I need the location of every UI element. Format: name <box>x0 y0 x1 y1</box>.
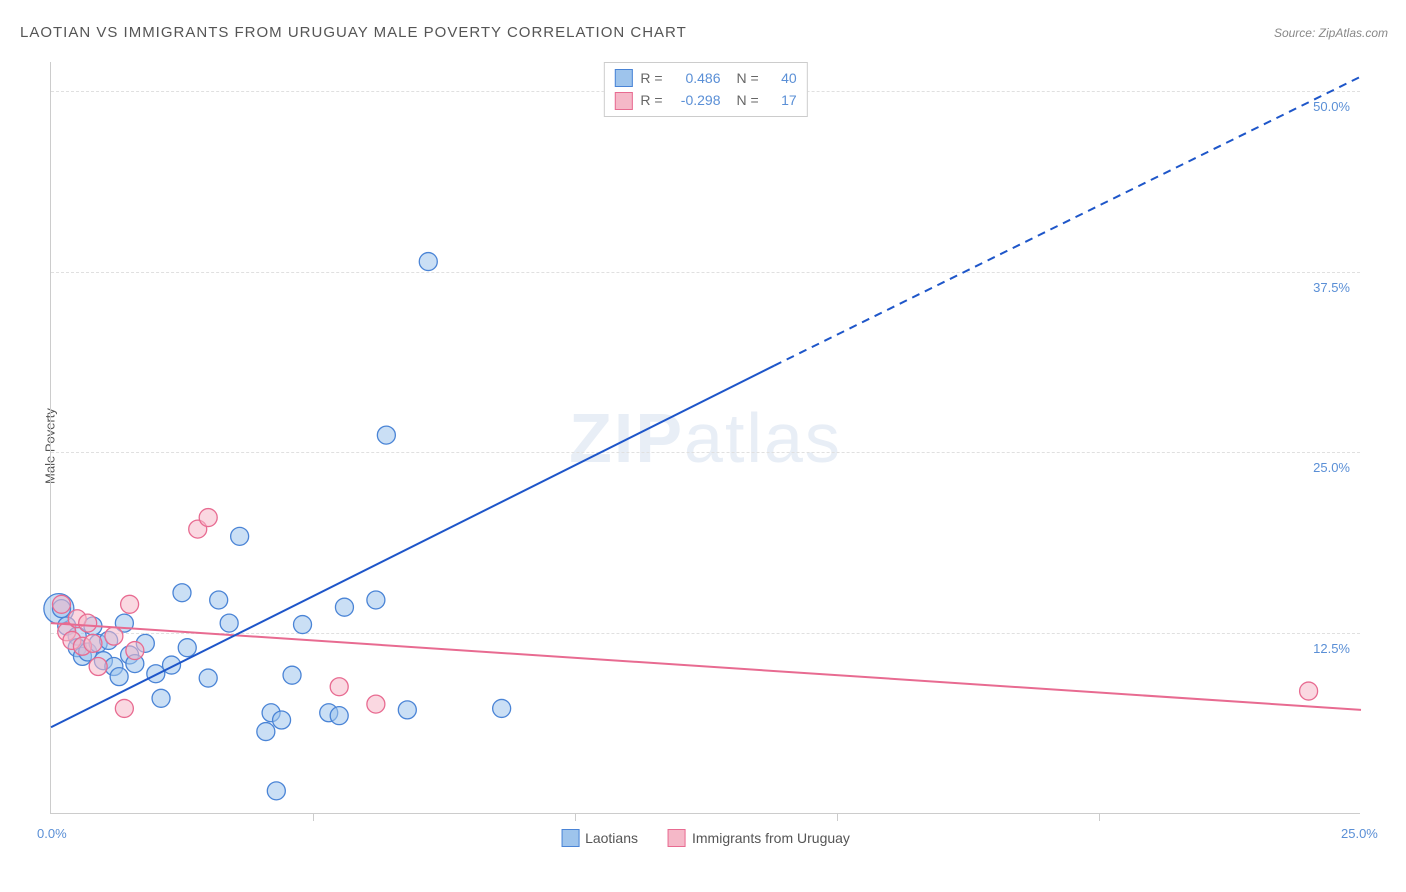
data-point <box>105 627 123 645</box>
data-point <box>210 591 228 609</box>
legend-swatch <box>668 829 686 847</box>
data-point <box>163 656 181 674</box>
y-tick-label: 50.0% <box>1313 99 1350 114</box>
data-point <box>199 669 217 687</box>
plot-area: ZIPatlas R =0.486N =40R =-0.298N =17 Lao… <box>50 62 1360 814</box>
y-tick-label: 37.5% <box>1313 280 1350 295</box>
data-point <box>52 595 70 613</box>
data-point <box>330 678 348 696</box>
data-point <box>335 598 353 616</box>
data-point <box>1300 682 1318 700</box>
source-attribution: Source: ZipAtlas.com <box>1274 26 1388 40</box>
trend-line <box>51 623 1361 710</box>
stat-n-label: N = <box>737 67 759 89</box>
legend-swatch <box>614 69 632 87</box>
data-point <box>419 253 437 271</box>
trend-line <box>51 366 774 728</box>
data-point <box>273 711 291 729</box>
x-minor-tick <box>837 813 838 821</box>
stat-n-value: 40 <box>767 67 797 89</box>
data-point <box>493 699 511 717</box>
stat-r-label: R = <box>640 89 662 111</box>
data-point <box>126 642 144 660</box>
y-tick-label: 25.0% <box>1313 460 1350 475</box>
legend-label: Laotians <box>585 830 638 846</box>
legend-swatch <box>614 92 632 110</box>
legend-item: Immigrants from Uruguay <box>668 829 850 847</box>
data-point <box>257 723 275 741</box>
stat-n-value: 17 <box>767 89 797 111</box>
data-point <box>283 666 301 684</box>
data-point <box>398 701 416 719</box>
x-minor-tick <box>313 813 314 821</box>
data-point <box>115 699 133 717</box>
data-point <box>152 689 170 707</box>
scatter-plot <box>51 62 1360 813</box>
stats-legend-row: R = -0.298 N = 17 <box>614 89 796 111</box>
stats-legend-row: R = 0.486 N = 40 <box>614 67 796 89</box>
data-point <box>199 509 217 527</box>
data-point <box>110 668 128 686</box>
data-point <box>294 616 312 634</box>
data-point <box>330 707 348 725</box>
x-minor-tick <box>575 813 576 821</box>
data-point <box>79 614 97 632</box>
data-point <box>84 634 102 652</box>
stat-r-value: 0.486 <box>671 67 721 89</box>
stat-r-value: -0.298 <box>671 89 721 111</box>
x-minor-tick <box>1099 813 1100 821</box>
data-point <box>89 657 107 675</box>
legend-swatch <box>561 829 579 847</box>
data-point <box>178 639 196 657</box>
data-point <box>173 584 191 602</box>
stat-n-label: N = <box>737 89 759 111</box>
x-tick-label: 25.0% <box>1341 826 1378 841</box>
legend-item: Laotians <box>561 829 638 847</box>
data-point <box>367 695 385 713</box>
data-point <box>367 591 385 609</box>
y-tick-label: 12.5% <box>1313 641 1350 656</box>
data-point <box>220 614 238 632</box>
legend-label: Immigrants from Uruguay <box>692 830 850 846</box>
trend-line <box>774 76 1361 365</box>
stats-legend: R = 0.486 N = 40 R = -0.298 N = 17 <box>603 62 807 117</box>
series-legend: Laotians Immigrants from Uruguay <box>561 829 850 847</box>
chart-title: LAOTIAN VS IMMIGRANTS FROM URUGUAY MALE … <box>20 24 687 41</box>
data-point <box>121 595 139 613</box>
data-point <box>377 426 395 444</box>
data-point <box>267 782 285 800</box>
stat-r-label: R = <box>640 67 662 89</box>
x-tick-label: 0.0% <box>37 826 67 841</box>
data-point <box>231 527 249 545</box>
